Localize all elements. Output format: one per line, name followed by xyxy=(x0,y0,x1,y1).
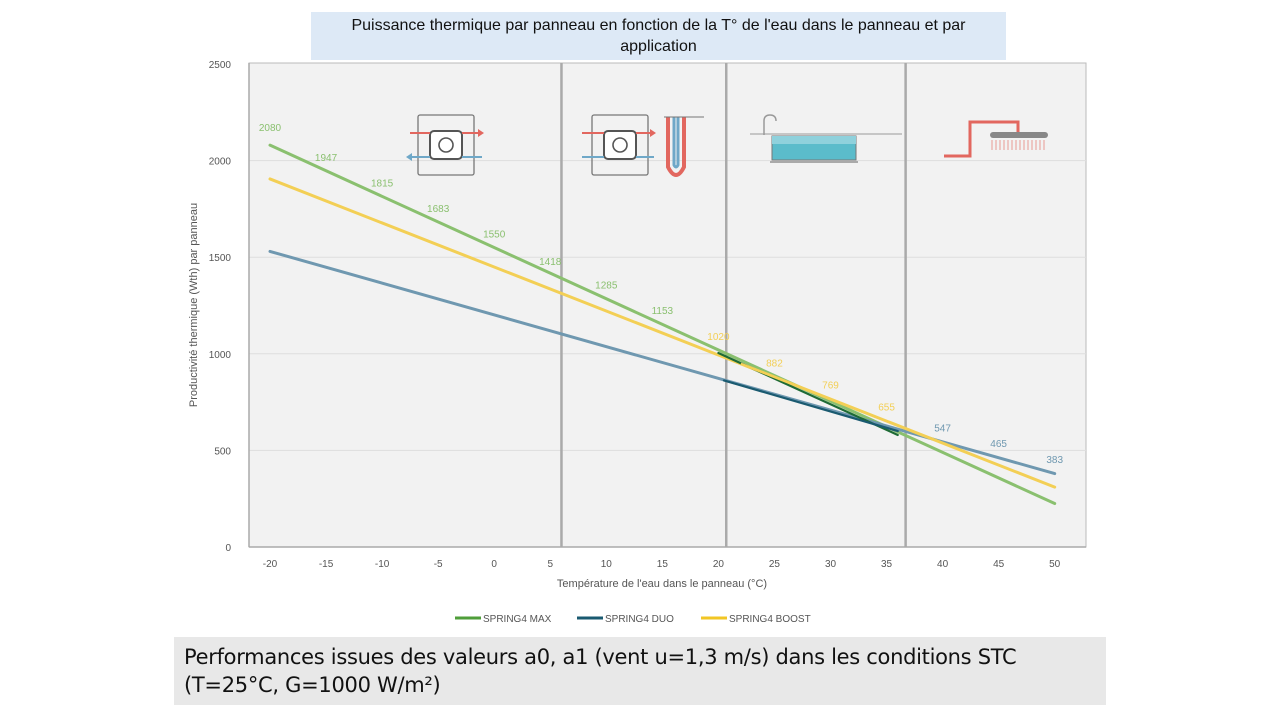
data-label: 547 xyxy=(934,423,951,434)
x-tick-label: 45 xyxy=(993,559,1005,570)
y-tick-label: 1500 xyxy=(209,253,232,264)
data-label: 2080 xyxy=(259,123,282,134)
data-label: 1683 xyxy=(427,204,450,215)
x-tick-label: 0 xyxy=(491,559,497,570)
y-tick-labels: 0 500 1000 1500 2000 2500 xyxy=(209,60,232,554)
zone-dividers xyxy=(248,63,1086,548)
heat-exchanger-icon xyxy=(406,114,484,176)
y-tick-label: 500 xyxy=(214,446,231,457)
x-tick-label: -20 xyxy=(263,559,278,570)
x-tick-label: -5 xyxy=(434,559,443,570)
x-axis-title: Température de l'eau dans le panneau (°C… xyxy=(557,578,767,590)
x-tick-labels: -20 -15 -10 -5 0 5 10 15 20 25 30 35 40 45 50 xyxy=(263,559,1061,570)
series-overlap-line xyxy=(722,379,899,433)
series-line xyxy=(268,143,1057,506)
data-labels: 2080 1947 1815 1683 1550 1418 1285 1153 1020 882 7… xyxy=(259,123,1064,466)
x-tick-label: 50 xyxy=(1049,559,1061,570)
x-tick-label: -15 xyxy=(319,559,334,570)
heat-exchanger-tank-icon xyxy=(582,114,704,177)
data-label: 1418 xyxy=(539,257,562,268)
legend-label: SPRING4 BOOST xyxy=(729,614,811,625)
data-label: 1815 xyxy=(371,178,394,189)
footnote: Performances issues des valeurs a0, a1 (… xyxy=(174,637,1106,705)
data-label: 1550 xyxy=(483,230,506,241)
x-tick-label: 35 xyxy=(881,559,893,570)
swimming-pool-icon xyxy=(750,114,902,163)
data-label: 769 xyxy=(822,380,839,391)
y-tick-label: 2000 xyxy=(209,157,232,168)
x-tick-label: 40 xyxy=(937,559,949,570)
legend-label: SPRING4 DUO xyxy=(605,614,674,625)
data-label: 1285 xyxy=(595,281,618,292)
shower-icon xyxy=(944,120,1048,158)
series-lines xyxy=(268,143,1057,506)
y-tick-label: 0 xyxy=(225,543,231,554)
y-axis-title: Productivité thermique (Wth) par panneau xyxy=(188,203,200,407)
x-tick-label: 5 xyxy=(547,559,553,570)
data-label: 383 xyxy=(1046,455,1063,466)
x-tick-label: -10 xyxy=(375,559,390,570)
data-label: 465 xyxy=(990,439,1007,450)
data-label: 1153 xyxy=(652,306,674,317)
legend: SPRING4 MAX SPRING4 DUO SPRING4 BOOST xyxy=(455,614,811,625)
series-line xyxy=(268,177,1057,489)
x-tick-label: 10 xyxy=(601,559,613,570)
data-label: 655 xyxy=(878,402,895,413)
data-label: 1947 xyxy=(315,153,338,164)
data-label: 882 xyxy=(766,359,783,370)
y-tick-label: 1000 xyxy=(209,350,232,361)
x-tick-label: 30 xyxy=(825,559,837,570)
y-tick-label: 2500 xyxy=(209,60,232,71)
x-tick-label: 15 xyxy=(657,559,669,570)
x-tick-label: 20 xyxy=(713,559,725,570)
x-tick-label: 25 xyxy=(769,559,781,570)
series-line xyxy=(740,362,876,418)
chart-title: Puissance thermique par panneau en fonct… xyxy=(311,12,1006,60)
data-label: 1020 xyxy=(707,332,730,343)
legend-label: SPRING4 MAX xyxy=(483,614,552,625)
